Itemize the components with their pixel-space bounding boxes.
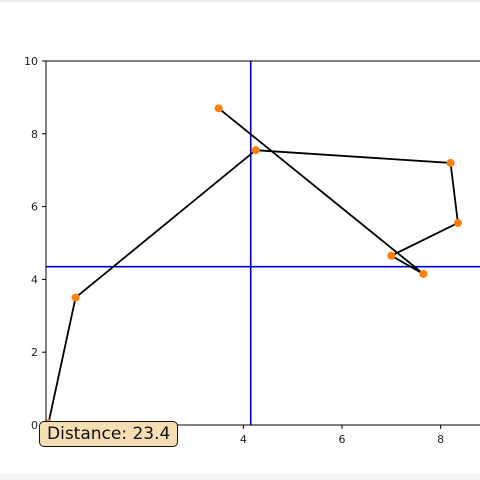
y-tick-label: 10	[24, 55, 38, 68]
path-point-1[interactable]	[71, 293, 80, 302]
distance-label: Distance: 23.4	[39, 421, 179, 447]
bottom-band	[0, 474, 480, 480]
top-band	[0, 0, 480, 2]
x-tick-label: 8	[437, 433, 444, 446]
path-point-4[interactable]	[453, 218, 462, 227]
path-point-6[interactable]	[419, 269, 428, 278]
path-point-2[interactable]	[251, 146, 260, 155]
y-tick-label: 0	[31, 419, 38, 432]
path-point-3[interactable]	[446, 158, 455, 167]
y-tick-label: 2	[31, 346, 38, 359]
path-point-7[interactable]	[214, 104, 223, 113]
x-tick-label: 4	[240, 433, 247, 446]
x-tick-label: 6	[339, 433, 346, 446]
path-point-5[interactable]	[387, 251, 396, 260]
path-line	[47, 107, 459, 424]
y-tick-label: 4	[31, 273, 38, 286]
y-tick-label: 6	[31, 201, 38, 214]
y-tick-label: 8	[31, 128, 38, 141]
